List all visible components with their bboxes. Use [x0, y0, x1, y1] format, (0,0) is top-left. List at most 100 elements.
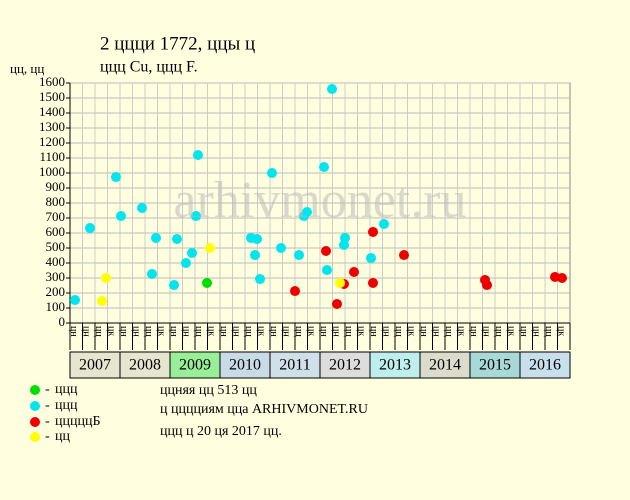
chart-subtitle: ццц Cu, ццц F. — [100, 59, 198, 76]
y-tick-label: 800 — [46, 194, 66, 209]
sub-label: цк — [255, 326, 266, 336]
sub-label: цк — [355, 326, 366, 336]
sub-label: цц — [193, 326, 204, 337]
sub-label: цц — [143, 326, 154, 337]
y-tick-label: 1100 — [39, 149, 65, 164]
point — [368, 277, 378, 288]
point — [191, 211, 201, 222]
point — [557, 273, 567, 283]
x-tick-label: 2011 — [279, 357, 310, 374]
sub-label: цн — [518, 326, 529, 337]
point — [335, 277, 345, 288]
note: ццняя цц 513 цц — [160, 383, 257, 398]
sub-label: цн — [330, 326, 341, 337]
point — [255, 274, 265, 285]
y-tick-label: 100 — [46, 299, 66, 314]
point — [169, 280, 179, 291]
x-tick-label: 2008 — [129, 357, 161, 374]
point — [267, 168, 277, 178]
y-tick-label: 200 — [46, 284, 66, 299]
point — [322, 265, 332, 276]
legend-entry: - цц — [30, 429, 70, 444]
point — [349, 267, 359, 277]
sub-label: цн — [468, 326, 479, 337]
y-tick-label: 1300 — [39, 119, 65, 134]
sub-label: цк — [455, 326, 466, 336]
year-band — [269, 351, 321, 379]
sub-label: цн — [530, 326, 541, 337]
point — [101, 273, 111, 283]
sub-label: цн — [118, 326, 129, 337]
legend-dash: - — [45, 398, 50, 413]
sub-label: цн — [380, 326, 391, 337]
point — [116, 211, 126, 222]
point — [85, 223, 95, 234]
y-tick-label: 0 — [59, 314, 66, 329]
point — [111, 172, 121, 183]
point — [368, 226, 378, 237]
legend-dash: - — [45, 382, 50, 397]
point — [193, 150, 203, 160]
y-tick-label: 1600 — [39, 74, 65, 89]
point — [366, 253, 376, 264]
x-tick-label: 2016 — [529, 357, 561, 374]
sub-label: цн — [68, 326, 79, 337]
y-tick-label: 600 — [46, 224, 66, 239]
sub-label: цк — [155, 326, 166, 336]
x-tick-label: 2007 — [79, 357, 111, 374]
sub-label: цн — [230, 326, 241, 337]
point — [147, 268, 157, 279]
legend-entry: - цццццБ — [30, 414, 101, 429]
point — [205, 243, 215, 253]
sub-label: цн — [268, 326, 279, 337]
point — [202, 277, 212, 288]
sub-label: цн — [218, 326, 229, 337]
legend-label: ццц — [55, 382, 78, 397]
x-tick-label: 2014 — [429, 357, 461, 374]
x-tick-label: 2009 — [179, 357, 211, 374]
point — [137, 202, 147, 213]
point — [181, 258, 191, 268]
legend-dash: - — [45, 414, 50, 429]
x-tick-label: 2012 — [329, 357, 361, 374]
sub-label: цц — [393, 326, 404, 337]
sub-label: цн — [368, 326, 379, 337]
sub-label: цц — [293, 326, 304, 337]
x-tick-label: 2010 — [229, 357, 261, 374]
sub-label: цк — [305, 326, 316, 336]
y-tick-label: 1500 — [39, 89, 65, 104]
sub-label: цн — [430, 326, 441, 337]
year-band — [519, 351, 571, 379]
sub-label: цк — [105, 326, 116, 336]
x-tick-label: 2013 — [379, 357, 411, 374]
sub-label: цн — [130, 326, 141, 337]
sub-label: цк — [555, 326, 566, 336]
sub-label: цц — [343, 326, 354, 337]
watermark: arhivmonet.ru — [173, 172, 466, 229]
point — [399, 250, 409, 261]
sub-label: цц — [243, 326, 254, 337]
sub-label: цн — [280, 326, 291, 337]
point — [276, 243, 286, 253]
sub-label: цц — [543, 326, 554, 337]
y-tick-label: 400 — [46, 254, 66, 269]
sub-label: цн — [418, 326, 429, 337]
year-band — [169, 351, 221, 379]
y-tick-label: 300 — [46, 269, 66, 284]
point — [302, 207, 312, 217]
legend-dash: - — [45, 429, 50, 444]
y-tick-label: 1400 — [39, 104, 65, 119]
legend-marker — [30, 432, 40, 442]
point — [252, 234, 262, 244]
point — [482, 280, 492, 291]
point — [319, 162, 329, 172]
sub-label: цн — [480, 326, 491, 337]
x-tick-label: 2015 — [479, 357, 511, 374]
point — [340, 232, 350, 243]
legend-label: цц — [55, 429, 70, 444]
legend-label: ццц — [55, 398, 78, 413]
sub-label: цн — [180, 326, 191, 337]
point — [294, 250, 304, 261]
sub-label: цц — [493, 326, 504, 337]
